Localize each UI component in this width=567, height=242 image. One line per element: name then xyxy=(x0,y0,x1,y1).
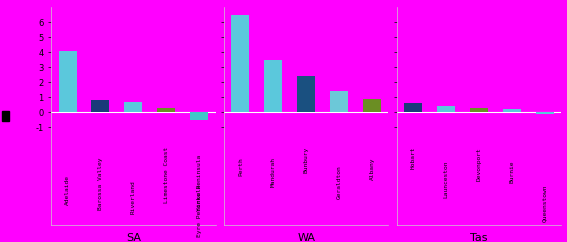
Text: Hobart: Hobart xyxy=(411,147,416,169)
Bar xyxy=(157,108,175,112)
Text: Devonport: Devonport xyxy=(476,147,481,181)
Text: Geraldton: Geraldton xyxy=(337,165,341,199)
Text: Eyre Peninsula: Eyre Peninsula xyxy=(197,184,202,237)
Text: Barossa Valley: Barossa Valley xyxy=(98,158,103,210)
Bar xyxy=(91,100,109,112)
Bar xyxy=(264,60,282,112)
Text: Albany: Albany xyxy=(370,158,374,180)
Bar xyxy=(470,108,488,112)
Text: Adelaide: Adelaide xyxy=(65,175,70,205)
Text: Riverland: Riverland xyxy=(131,180,136,214)
Text: Bunbury: Bunbury xyxy=(304,147,308,173)
Text: Launceston: Launceston xyxy=(443,160,448,198)
Bar xyxy=(58,51,77,112)
Bar xyxy=(190,112,208,120)
Bar xyxy=(503,109,521,112)
Bar xyxy=(536,112,554,114)
Bar xyxy=(404,103,422,112)
X-axis label: SA: SA xyxy=(126,233,141,242)
Bar xyxy=(363,99,381,112)
Bar xyxy=(437,106,455,112)
Text: Limestone Coast: Limestone Coast xyxy=(164,147,169,203)
Bar xyxy=(297,76,315,112)
Bar xyxy=(330,91,348,112)
X-axis label: WA: WA xyxy=(297,233,315,242)
X-axis label: Tas: Tas xyxy=(470,233,488,242)
Text: Mandurah: Mandurah xyxy=(271,158,276,188)
Text: Queenstown: Queenstown xyxy=(542,184,547,222)
Bar xyxy=(124,102,142,112)
Text: Perth: Perth xyxy=(238,158,243,176)
Bar xyxy=(231,15,249,112)
Text: Burnie: Burnie xyxy=(509,160,514,183)
Text: Yorke Peninsula: Yorke Peninsula xyxy=(197,154,202,211)
